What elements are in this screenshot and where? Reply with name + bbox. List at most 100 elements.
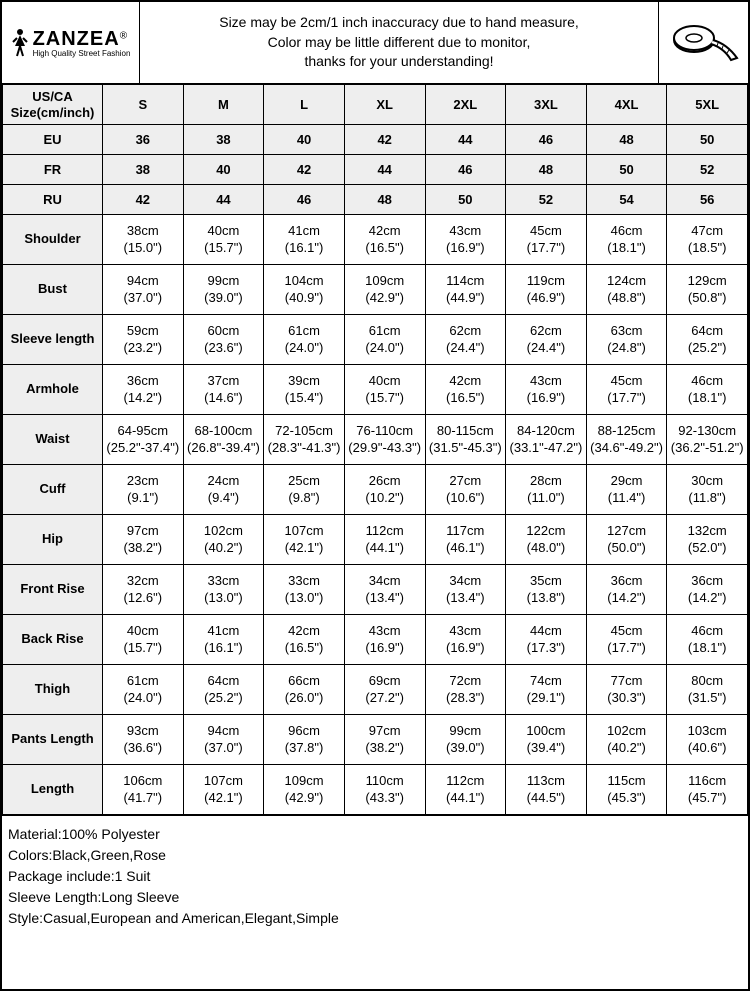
measurement-value: 107cm(42.1") [264,515,345,565]
measurement-value: 26cm(10.2") [344,465,425,515]
measurement-value: 62cm(24.4") [506,315,587,365]
measurement-value: 23cm(9.1") [103,465,184,515]
measurement-value: 35cm(13.8") [506,565,587,615]
measurement-value: 104cm(40.9") [264,265,345,315]
measurement-value: 77cm(30.3") [586,665,667,715]
measurement-value: 112cm(44.1") [344,515,425,565]
measurement-value: 94cm(37.0") [103,265,184,315]
footer-material: Material:100% Polyester [8,824,742,845]
footer-style: Style:Casual,European and American,Elega… [8,908,742,929]
size-header: L [264,85,345,125]
measurement-value: 40cm(15.7") [103,615,184,665]
note-cell: Size may be 2cm/1 inch inaccuracy due to… [140,7,658,78]
region-value: 42 [344,125,425,155]
region-value: 42 [264,155,345,185]
region-value: 40 [264,125,345,155]
size-chart: ZANZEA® High Quality Street Fashion Size… [0,0,750,991]
measurement-value: 64-95cm(25.2"-37.4") [103,415,184,465]
region-value: 54 [586,185,667,215]
measurement-value: 88-125cm(34.6"-49.2") [586,415,667,465]
measurement-value: 109cm(42.9") [344,265,425,315]
note-line-1: Size may be 2cm/1 inch inaccuracy due to… [144,13,654,33]
measurement-value: 102cm(40.2") [183,515,264,565]
measurement-value: 99cm(39.0") [425,715,506,765]
measurement-label: Sleeve length [3,315,103,365]
measurement-value: 29cm(11.4") [586,465,667,515]
measurement-value: 45cm(17.7") [586,365,667,415]
measurement-value: 45cm(17.7") [506,215,587,265]
measurement-value: 76-110cm(29.9"-43.3") [344,415,425,465]
measurement-value: 97cm(38.2") [103,515,184,565]
brand-tagline: High Quality Street Fashion [33,49,131,58]
region-label: FR [3,155,103,185]
measurement-value: 115cm(45.3") [586,765,667,815]
measurement-value: 117cm(46.1") [425,515,506,565]
measurement-value: 66cm(26.0") [264,665,345,715]
region-value: 46 [506,125,587,155]
measurement-value: 34cm(13.4") [344,565,425,615]
note-line-2: Color may be little different due to mon… [144,33,654,53]
measurement-value: 99cm(39.0") [183,265,264,315]
measurement-value: 127cm(50.0") [586,515,667,565]
measurement-value: 64cm(25.2") [183,665,264,715]
measurement-value: 119cm(46.9") [506,265,587,315]
measurement-value: 92-130cm(36.2"-51.2") [667,415,748,465]
measurement-value: 33cm(13.0") [264,565,345,615]
measurement-value: 129cm(50.8") [667,265,748,315]
region-value: 50 [586,155,667,185]
measurement-value: 59cm(23.2") [103,315,184,365]
region-row: EU3638404244464850 [3,125,748,155]
region-value: 48 [586,125,667,155]
measurement-value: 46cm(18.1") [586,215,667,265]
measurement-value: 132cm(52.0") [667,515,748,565]
measurement-value: 102cm(40.2") [586,715,667,765]
region-value: 38 [183,125,264,155]
region-value: 44 [344,155,425,185]
size-header: XL [344,85,425,125]
measurement-value: 40cm(15.7") [183,215,264,265]
footer-colors: Colors:Black,Green,Rose [8,845,742,866]
measurement-row: Hip97cm(38.2")102cm(40.2")107cm(42.1")11… [3,515,748,565]
measurement-label: Armhole [3,365,103,415]
measurement-value: 107cm(42.1") [183,765,264,815]
measurement-value: 113cm(44.5") [506,765,587,815]
measurement-value: 94cm(37.0") [183,715,264,765]
region-value: 44 [183,185,264,215]
region-label: RU [3,185,103,215]
size-header: 2XL [425,85,506,125]
measurement-value: 39cm(15.4") [264,365,345,415]
measurement-value: 45cm(17.7") [586,615,667,665]
measurement-value: 42cm(16.5") [344,215,425,265]
measurement-value: 47cm(18.5") [667,215,748,265]
region-value: 48 [344,185,425,215]
measurement-row: Pants Length93cm(36.6")94cm(37.0")96cm(3… [3,715,748,765]
region-value: 52 [667,155,748,185]
measurement-value: 100cm(39.4") [506,715,587,765]
brand-registered: ® [120,30,127,41]
brand-cell: ZANZEA® High Quality Street Fashion [2,2,140,83]
measurement-value: 33cm(13.0") [183,565,264,615]
brand-figure-icon [11,28,29,58]
size-header: 5XL [667,85,748,125]
measurement-value: 36cm(14.2") [586,565,667,615]
measurement-value: 24cm(9.4") [183,465,264,515]
tape-cell [658,2,748,83]
region-row: FR3840424446485052 [3,155,748,185]
measurement-row: Armhole36cm(14.2")37cm(14.6")39cm(15.4")… [3,365,748,415]
measurement-value: 103cm(40.6") [667,715,748,765]
size-header: S [103,85,184,125]
measurement-label: Cuff [3,465,103,515]
measurement-label: Front Rise [3,565,103,615]
measurement-value: 84-120cm(33.1"-47.2") [506,415,587,465]
region-label: EU [3,125,103,155]
measurement-row: Length106cm(41.7")107cm(42.1")109cm(42.9… [3,765,748,815]
region-value: 56 [667,185,748,215]
measurement-value: 32cm(12.6") [103,565,184,615]
measurement-value: 80cm(31.5") [667,665,748,715]
measurement-label: Hip [3,515,103,565]
measurement-value: 61cm(24.0") [264,315,345,365]
measurement-value: 64cm(25.2") [667,315,748,365]
brand-name: ZANZEA [33,28,120,50]
measurement-value: 96cm(37.8") [264,715,345,765]
measurement-label: Back Rise [3,615,103,665]
